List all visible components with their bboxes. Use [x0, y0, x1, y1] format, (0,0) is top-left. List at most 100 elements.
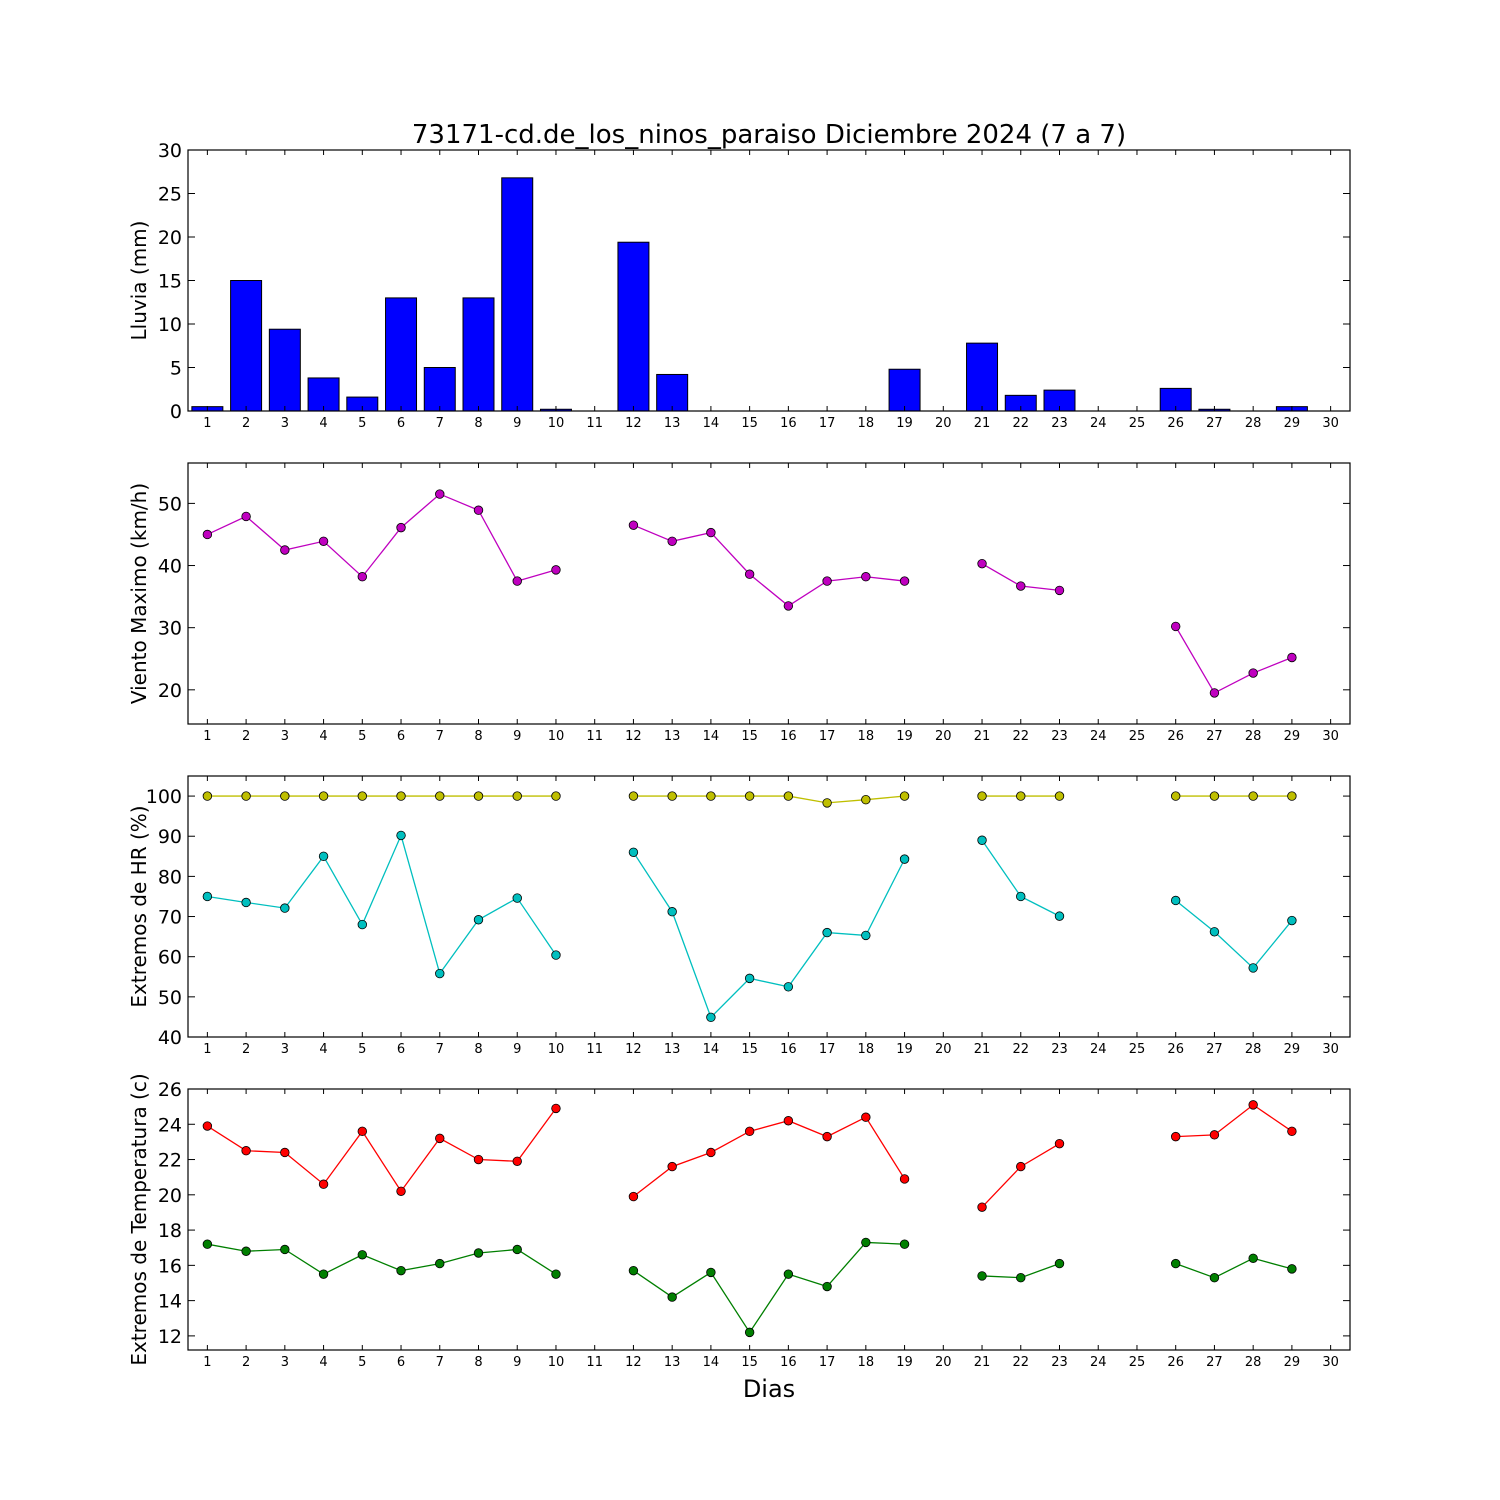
x-tick-label: 27	[1206, 729, 1223, 744]
x-tick-label: 13	[664, 416, 681, 431]
x-tick-label: 29	[1284, 1042, 1301, 1057]
series-1-point-day-9	[512, 576, 522, 586]
x-tick-label: 15	[741, 1355, 758, 1370]
bar-day-19	[888, 368, 921, 412]
series-1-point-day-18	[861, 572, 871, 582]
x-tick-label: 23	[1051, 1042, 1068, 1057]
series-1-point-day-10	[551, 791, 561, 801]
series-2-point-day-15	[744, 973, 755, 984]
series-1-point-day-27	[1209, 688, 1220, 698]
series-1-point-day-12	[628, 520, 639, 530]
y-tick-label: 5	[170, 358, 182, 380]
x-tick-label: 4	[319, 1355, 327, 1370]
x-tick-label: 16	[780, 1042, 797, 1057]
x-tick-label: 24	[1090, 729, 1107, 744]
series-1-point-day-23	[1054, 1138, 1065, 1149]
x-tick-label: 30	[1322, 729, 1339, 744]
x-tick-label: 27	[1206, 416, 1223, 431]
series-1-line-segment-1	[207, 493, 557, 582]
x-tick-label: 10	[548, 1355, 565, 1370]
series-1-point-day-7	[435, 791, 445, 801]
series-1-point-day-3	[280, 791, 290, 801]
x-tick-label: 3	[281, 729, 289, 744]
series-2-point-day-13	[667, 1292, 677, 1302]
x-tick-label: 7	[436, 1355, 444, 1370]
series-1-point-day-16	[783, 601, 794, 611]
series-1-point-day-1	[202, 791, 213, 801]
x-tick-label: 19	[896, 1042, 913, 1057]
series-1-point-day-2	[241, 1146, 251, 1156]
series-2-point-day-29	[1287, 1264, 1297, 1274]
x-tick-label: 5	[358, 729, 366, 744]
y-tick-label: 24	[158, 1114, 182, 1136]
x-tick-label: 18	[858, 1042, 875, 1057]
x-tick-label: 23	[1051, 729, 1068, 744]
x-tick-label: 1	[203, 729, 211, 744]
x-tick-label: 3	[281, 1355, 289, 1370]
x-tick-label: 8	[474, 416, 482, 431]
series-2-point-day-18	[861, 1237, 871, 1248]
x-tick-label: 6	[397, 416, 405, 431]
series-1-line-segment-4	[1175, 1104, 1293, 1138]
series-1-point-day-29	[1287, 1126, 1297, 1137]
series-2-point-day-10	[551, 1269, 561, 1279]
x-tick-label: 5	[358, 1355, 366, 1370]
series-2-point-day-7	[435, 1258, 445, 1269]
series-2-point-day-2	[241, 897, 251, 908]
series-1-point-day-14	[706, 527, 716, 538]
x-tick-label: 7	[436, 1042, 444, 1057]
x-tick-label: 4	[319, 729, 327, 744]
y-tick-label: 26	[158, 1079, 182, 1101]
x-tick-label: 30	[1322, 416, 1339, 431]
series-2-point-day-29	[1287, 915, 1297, 926]
x-tick-label: 14	[703, 1355, 720, 1370]
x-tick-label: 24	[1090, 416, 1107, 431]
y-tick-label: 30	[158, 140, 182, 162]
bar-day-6	[385, 297, 418, 412]
y-tick-label: 20	[158, 227, 182, 249]
series-2-point-day-3	[280, 903, 290, 913]
series-1-point-day-6	[396, 522, 406, 533]
series-1-point-day-8	[473, 791, 484, 801]
x-tick-label: 26	[1167, 1042, 1184, 1057]
y-tick-label: 40	[158, 556, 182, 578]
x-tick-label: 19	[896, 1355, 913, 1370]
plot-frame	[187, 775, 1351, 1038]
series-1-point-day-12	[628, 1191, 639, 1202]
series-1-point-day-7	[435, 489, 445, 499]
x-tick-label: 14	[703, 416, 720, 431]
x-tick-label: 9	[513, 729, 521, 744]
series-1-point-day-5	[357, 572, 368, 582]
x-tick-label: 17	[819, 729, 836, 744]
x-tick-label: 3	[281, 416, 289, 431]
series-1-point-day-2	[241, 511, 251, 522]
y-tick-label: 90	[158, 826, 182, 848]
series-2-point-day-21	[977, 1271, 987, 1281]
x-tick-label: 30	[1322, 1042, 1339, 1057]
x-tick-label: 30	[1322, 1355, 1339, 1370]
series-1-point-day-22	[1016, 791, 1026, 801]
series-1-point-day-6	[396, 1186, 406, 1196]
series-2-point-day-28	[1248, 963, 1258, 973]
x-tick-label: 25	[1129, 1042, 1146, 1057]
series-1-point-day-29	[1287, 652, 1297, 663]
plot-frame	[187, 1088, 1351, 1351]
bar-day-3	[268, 328, 301, 412]
series-2-point-day-19	[899, 1239, 910, 1249]
x-tick-label: 8	[474, 729, 482, 744]
series-1-point-day-21	[977, 791, 987, 801]
series-1-point-day-22	[1016, 1161, 1026, 1172]
y-tick-label: 50	[158, 493, 182, 515]
bar-day-12	[617, 241, 650, 412]
series-2-point-day-26	[1170, 1258, 1181, 1269]
x-tick-label: 25	[1129, 416, 1146, 431]
y-axis-label: Viento Maximo (km/h)	[127, 483, 151, 704]
series-1-point-day-19	[899, 1174, 910, 1184]
series-2-line-segment-1	[207, 833, 557, 976]
series-1-point-day-10	[551, 565, 561, 575]
x-tick-label: 23	[1051, 1355, 1068, 1370]
x-tick-label: 1	[203, 416, 211, 431]
x-tick-label: 28	[1245, 1355, 1262, 1370]
y-tick-label: 0	[170, 401, 182, 423]
